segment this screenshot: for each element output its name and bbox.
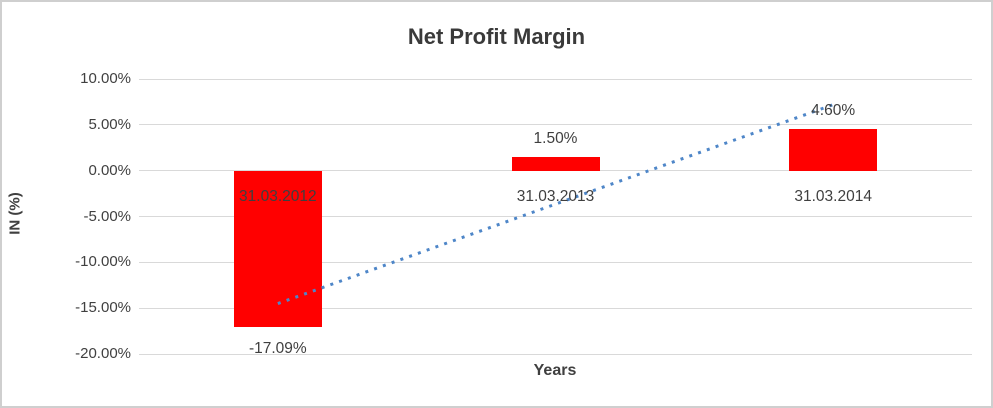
bar-31.03.2014[interactable] [789, 128, 878, 171]
data-label: -17.09% [248, 340, 307, 358]
y-axis-tick-label: -15.00% [75, 299, 131, 317]
y-axis-tick-label: -5.00% [83, 207, 131, 225]
category-label: 31.03.2014 [794, 187, 872, 205]
x-axis-title: Years [533, 362, 577, 379]
y-axis-title: IN (%) [6, 192, 24, 235]
y-axis-tick-label: -10.00% [75, 253, 131, 271]
category-label: 31.03.2013 [516, 187, 595, 205]
data-label: 4.60% [811, 101, 856, 119]
y-axis-tick-label: 5.00% [88, 115, 131, 133]
gridline [139, 124, 972, 126]
y-axis-tick-label: 10.00% [80, 70, 131, 87]
gridline [139, 353, 972, 355]
y-axis-tick-label: -20.00% [75, 345, 131, 362]
bar-31.03.2013[interactable] [511, 156, 600, 171]
chart-title: Net Profit Margin [407, 24, 586, 49]
gridline [139, 78, 972, 80]
y-axis-tick-label: 0.00% [88, 161, 131, 179]
data-label: 1.50% [533, 129, 578, 147]
gridline [139, 307, 972, 309]
category-label: 31.03.2012 [239, 187, 317, 205]
